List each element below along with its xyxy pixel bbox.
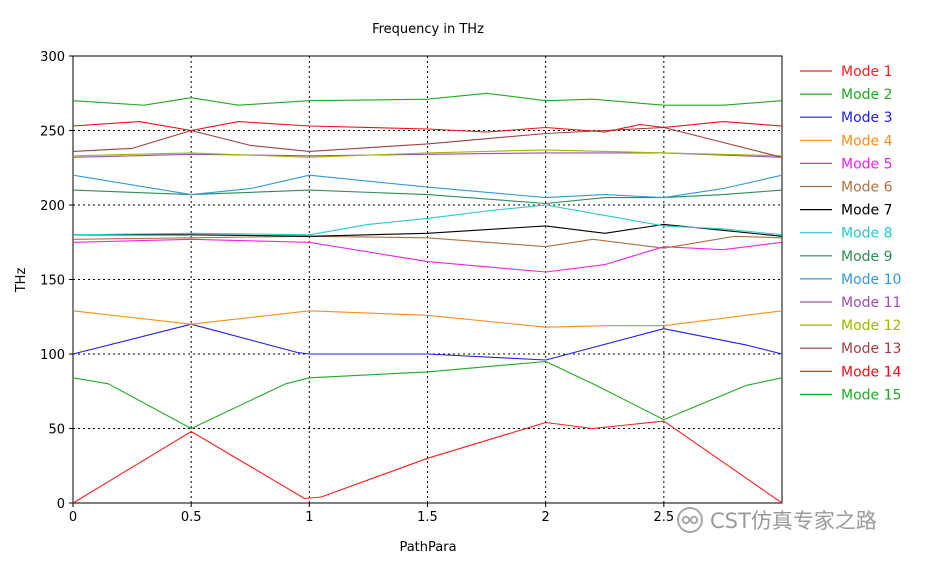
x-tick-label: 2 — [542, 510, 550, 525]
series-line-mode-6 — [72, 235, 783, 249]
legend-label-mode-6: Mode 6 — [841, 180, 893, 196]
legend-label-mode-2: Mode 2 — [841, 87, 893, 103]
legend-label-mode-9: Mode 9 — [841, 249, 893, 265]
series-line-mode-12 — [72, 149, 783, 158]
legend-label-mode-7: Mode 7 — [841, 203, 893, 219]
series-line-mode-15 — [72, 92, 783, 106]
series-layer — [72, 92, 783, 504]
series-line-mode-9 — [72, 189, 783, 205]
series-line-mode-5 — [72, 238, 783, 273]
series-line-mode-14 — [72, 121, 783, 133]
series-line-mode-4 — [72, 310, 783, 328]
legend-label-mode-14: Mode 14 — [841, 364, 902, 380]
legend-label-mode-11: Mode 11 — [841, 295, 901, 311]
series-line-mode-13 — [72, 126, 783, 158]
x-axis-title: PathPara — [399, 540, 456, 555]
chart-title: Frequency in THz — [372, 22, 484, 37]
y-tick-label: 200 — [40, 199, 65, 214]
x-tick-label: 0.5 — [181, 510, 202, 525]
watermark-text: CST仿真专家之路 — [710, 509, 877, 533]
series-line-mode-10 — [72, 174, 783, 199]
x-tick-label: 2.5 — [653, 510, 674, 525]
legend-label-mode-8: Mode 8 — [841, 226, 893, 242]
series-line-mode-8 — [72, 204, 783, 236]
series-line-mode-1 — [72, 420, 783, 504]
wechat-official-account-icon — [677, 507, 703, 533]
legend-label-mode-12: Mode 12 — [841, 318, 901, 334]
legend-label-mode-3: Mode 3 — [841, 110, 893, 126]
legend-label-mode-10: Mode 10 — [841, 272, 901, 288]
legend-label-mode-4: Mode 4 — [841, 133, 893, 149]
series-line-mode-3 — [72, 323, 783, 361]
y-tick-label: 150 — [40, 274, 65, 289]
legend-label-mode-13: Mode 13 — [841, 341, 901, 357]
y-axis-title: THz — [14, 268, 29, 294]
y-tick-label: 50 — [48, 423, 65, 438]
y-tick-label: 250 — [40, 125, 65, 140]
x-tick-label: 1 — [305, 510, 313, 525]
y-tick-label: 0 — [57, 497, 65, 512]
x-tick-label: 0 — [69, 510, 77, 525]
grid — [73, 56, 782, 503]
legend-label-mode-5: Mode 5 — [841, 156, 893, 172]
y-tick-label: 300 — [40, 50, 65, 65]
tick-labels: 0 0.5 1 1.5 2 2.5 0 50 100 150 200 250 300 — [40, 50, 674, 525]
legend-label-mode-15: Mode 15 — [841, 387, 901, 403]
legend: Mode 1 Mode 2 Mode 3 Mode 4 Mode 5 Mode 6 Mode… — [800, 64, 902, 403]
y-tick-label: 100 — [40, 348, 65, 363]
watermark: CST仿真专家之路 — [676, 506, 877, 534]
series-line-mode-2 — [72, 360, 783, 430]
x-tick-label: 1.5 — [417, 510, 438, 525]
legend-label-mode-1: Mode 1 — [841, 64, 893, 80]
